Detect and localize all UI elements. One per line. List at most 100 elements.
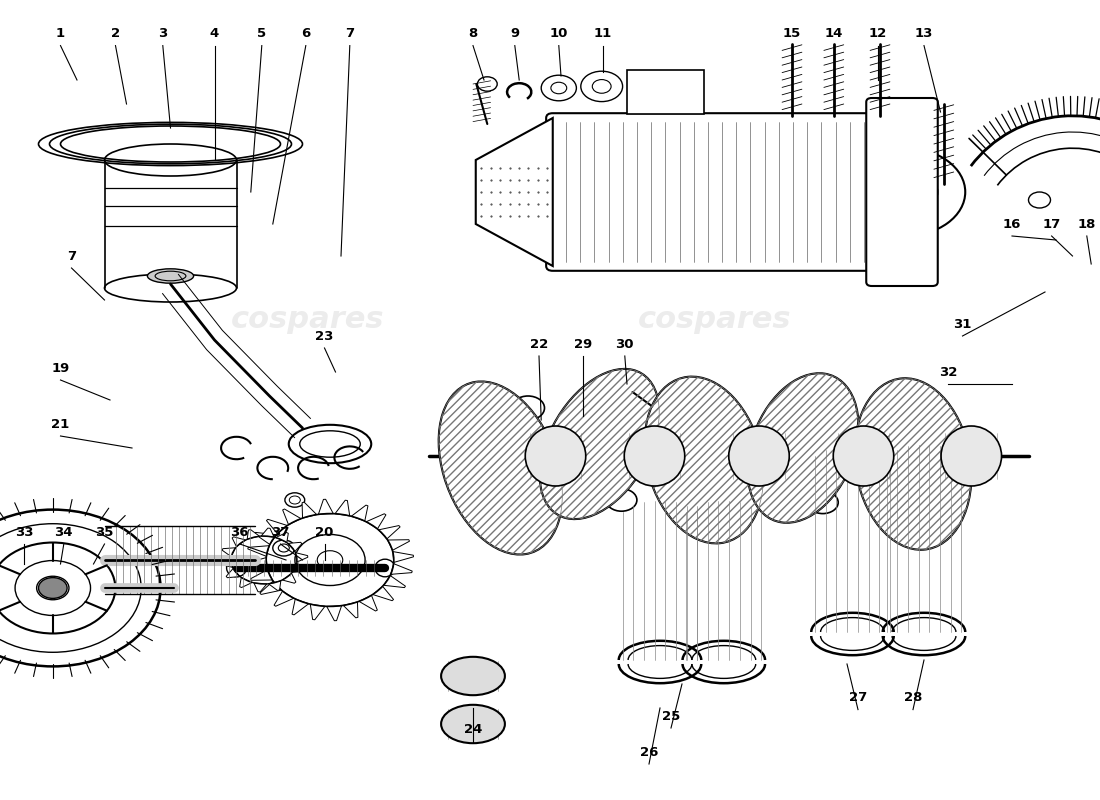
Polygon shape <box>373 586 394 601</box>
Ellipse shape <box>855 378 971 550</box>
Ellipse shape <box>227 559 246 577</box>
Text: 29: 29 <box>574 338 592 350</box>
Polygon shape <box>254 532 276 545</box>
Ellipse shape <box>439 382 562 554</box>
Polygon shape <box>384 575 406 588</box>
Text: 15: 15 <box>783 27 801 40</box>
Text: 8: 8 <box>469 27 477 40</box>
Text: 19: 19 <box>52 362 69 374</box>
Text: cospares: cospares <box>638 306 792 334</box>
Ellipse shape <box>441 657 505 695</box>
Text: 7: 7 <box>345 27 354 40</box>
Polygon shape <box>292 599 309 615</box>
Circle shape <box>898 433 928 455</box>
Ellipse shape <box>375 559 395 577</box>
Polygon shape <box>288 542 301 551</box>
Circle shape <box>584 413 615 435</box>
Text: 18: 18 <box>1078 218 1096 230</box>
Polygon shape <box>246 558 267 569</box>
Polygon shape <box>220 558 232 567</box>
Text: 5: 5 <box>257 27 266 40</box>
Text: 25: 25 <box>662 710 680 722</box>
Polygon shape <box>378 526 400 539</box>
Circle shape <box>689 429 719 451</box>
Polygon shape <box>248 530 260 539</box>
Polygon shape <box>393 551 414 562</box>
Text: 1: 1 <box>56 27 65 40</box>
Text: 31: 31 <box>954 318 971 330</box>
Ellipse shape <box>940 426 1001 486</box>
Text: 14: 14 <box>825 27 843 40</box>
Text: 13: 13 <box>915 27 933 40</box>
Text: 7: 7 <box>67 250 76 262</box>
Text: 4: 4 <box>210 27 219 40</box>
Polygon shape <box>254 583 267 592</box>
Text: 37: 37 <box>272 526 289 538</box>
Polygon shape <box>318 499 333 514</box>
Ellipse shape <box>540 369 659 519</box>
Polygon shape <box>310 604 324 620</box>
Polygon shape <box>293 563 306 572</box>
Circle shape <box>845 148 966 236</box>
Text: 30: 30 <box>616 338 634 350</box>
Polygon shape <box>283 509 301 525</box>
Circle shape <box>891 182 917 202</box>
Text: 22: 22 <box>530 338 548 350</box>
Text: 17: 17 <box>1043 218 1060 230</box>
Text: 20: 20 <box>316 526 333 538</box>
Text: 32: 32 <box>939 366 957 378</box>
Ellipse shape <box>625 426 684 486</box>
Bar <box>627 70 704 114</box>
Text: 34: 34 <box>55 526 73 538</box>
Ellipse shape <box>728 426 789 486</box>
Circle shape <box>788 417 818 439</box>
Circle shape <box>317 550 343 570</box>
FancyBboxPatch shape <box>867 98 937 286</box>
Polygon shape <box>387 540 409 550</box>
Polygon shape <box>248 546 270 556</box>
Polygon shape <box>266 519 287 534</box>
Polygon shape <box>261 528 274 537</box>
Polygon shape <box>390 564 412 574</box>
Text: 11: 11 <box>594 27 612 40</box>
Ellipse shape <box>441 705 505 743</box>
Text: cospares: cospares <box>231 306 385 334</box>
Polygon shape <box>251 570 273 580</box>
Text: 16: 16 <box>1003 218 1021 230</box>
Polygon shape <box>240 578 252 587</box>
Polygon shape <box>283 574 296 583</box>
Polygon shape <box>274 591 294 606</box>
Text: 23: 23 <box>316 330 333 342</box>
Text: 35: 35 <box>96 526 113 538</box>
Polygon shape <box>302 502 317 518</box>
Text: 3: 3 <box>158 27 167 40</box>
Ellipse shape <box>645 377 763 543</box>
Polygon shape <box>260 581 282 594</box>
Polygon shape <box>351 505 369 521</box>
Polygon shape <box>343 602 358 618</box>
Ellipse shape <box>748 374 858 522</box>
Polygon shape <box>276 533 288 542</box>
Polygon shape <box>222 548 235 557</box>
Text: 6: 6 <box>301 27 310 40</box>
Text: 36: 36 <box>231 526 249 538</box>
Text: 26: 26 <box>640 746 658 758</box>
Polygon shape <box>232 537 245 546</box>
Ellipse shape <box>147 269 194 283</box>
Polygon shape <box>327 606 342 621</box>
Ellipse shape <box>834 426 893 486</box>
Text: 10: 10 <box>550 27 568 40</box>
Text: 28: 28 <box>904 691 922 704</box>
Text: 33: 33 <box>15 526 33 538</box>
Polygon shape <box>476 118 553 266</box>
Polygon shape <box>227 569 240 578</box>
Text: 2: 2 <box>111 27 120 40</box>
Polygon shape <box>359 595 377 611</box>
Text: 9: 9 <box>510 27 519 40</box>
Text: 21: 21 <box>52 418 69 430</box>
Polygon shape <box>268 581 280 590</box>
Text: 12: 12 <box>869 27 887 40</box>
Polygon shape <box>336 500 350 516</box>
Ellipse shape <box>526 426 585 486</box>
Polygon shape <box>366 514 386 529</box>
